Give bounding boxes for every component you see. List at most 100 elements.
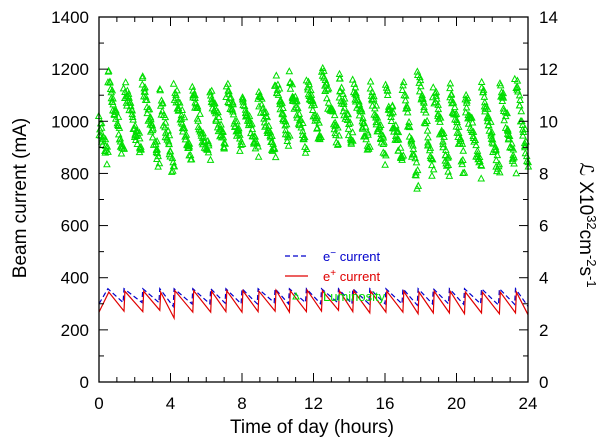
luminosity-point bbox=[428, 171, 436, 179]
luminosity-point bbox=[372, 120, 381, 128]
luminosity-point bbox=[221, 139, 229, 147]
luminosity-point bbox=[388, 101, 397, 109]
luminosity-point bbox=[492, 155, 501, 164]
luminosity-point bbox=[304, 77, 313, 85]
luminosity-point bbox=[382, 151, 390, 159]
x-tick-label: 24 bbox=[519, 394, 538, 413]
luminosity-point bbox=[340, 94, 349, 102]
luminosity-point bbox=[218, 126, 227, 135]
luminosity-point bbox=[298, 118, 307, 127]
luminosity-point bbox=[381, 160, 389, 168]
luminosity-point bbox=[442, 161, 451, 169]
luminosity-point bbox=[170, 162, 179, 170]
luminosity-point bbox=[452, 115, 461, 123]
luminosity-point bbox=[143, 108, 152, 117]
legend-label-e-minus: e− current bbox=[323, 248, 381, 265]
luminosity-point bbox=[231, 121, 240, 129]
luminosity-point bbox=[364, 130, 372, 138]
luminosity-point bbox=[305, 80, 314, 88]
luminosity-point bbox=[229, 107, 237, 115]
luminosity-point bbox=[495, 168, 504, 176]
luminosity-point bbox=[273, 85, 282, 93]
plot-frame bbox=[98, 16, 529, 383]
y-tick-label: 1400 bbox=[51, 8, 89, 27]
luminosity-point bbox=[340, 97, 348, 105]
luminosity-point bbox=[137, 142, 145, 150]
luminosity-point bbox=[104, 147, 112, 155]
luminosity-point bbox=[97, 123, 106, 131]
luminosity-point bbox=[245, 116, 253, 124]
luminosity-point bbox=[215, 125, 224, 133]
x-axis-title: Time of day (hours) bbox=[230, 417, 394, 438]
luminosity-point bbox=[444, 152, 453, 160]
legend-label-luminosity: Luminosity bbox=[323, 289, 386, 304]
luminosity-point bbox=[278, 108, 287, 116]
luminosity-point bbox=[247, 120, 255, 128]
luminosity-point bbox=[500, 116, 509, 124]
luminosity-point bbox=[330, 110, 339, 119]
luminosity-point bbox=[114, 112, 123, 120]
luminosity-point bbox=[508, 139, 516, 147]
luminosity-point bbox=[308, 105, 317, 114]
luminosity-point bbox=[229, 110, 238, 118]
luminosity-point bbox=[174, 97, 182, 105]
luminosity-point bbox=[477, 174, 486, 182]
luminosity-point bbox=[324, 98, 333, 106]
luminosity-point bbox=[445, 171, 454, 179]
luminosity-point bbox=[477, 161, 486, 169]
luminosity-points-layer bbox=[94, 63, 533, 192]
luminosity-point bbox=[352, 91, 361, 99]
luminosity-point bbox=[370, 92, 378, 100]
y-tick-label: 1000 bbox=[51, 112, 89, 131]
luminosity-point bbox=[283, 136, 292, 145]
x-tick-label: 12 bbox=[304, 394, 323, 413]
luminosity-point bbox=[428, 154, 436, 163]
luminosity-point bbox=[212, 106, 221, 114]
luminosity-point bbox=[340, 103, 349, 111]
luminosity-point bbox=[272, 71, 281, 79]
luminosity-point bbox=[331, 128, 339, 137]
luminosity-point bbox=[104, 66, 113, 74]
luminosity-point bbox=[498, 96, 507, 105]
luminosity-point bbox=[436, 113, 444, 121]
luminosity-point bbox=[513, 76, 522, 84]
luminosity-point bbox=[430, 99, 438, 107]
luminosity-point bbox=[180, 124, 189, 132]
luminosity-point bbox=[219, 133, 228, 141]
luminosity-point bbox=[191, 93, 199, 101]
luminosity-point bbox=[204, 141, 213, 149]
luminosity-point bbox=[457, 157, 466, 165]
luminosity-point bbox=[396, 143, 405, 151]
luminosity-point bbox=[293, 113, 302, 121]
luminosity-point bbox=[108, 97, 117, 106]
luminosity-point bbox=[187, 155, 196, 163]
luminosity-point bbox=[440, 132, 448, 140]
luminosity-point bbox=[405, 121, 413, 130]
luminosity-point bbox=[413, 67, 422, 75]
luminosity-point bbox=[301, 148, 310, 156]
luminosity-point bbox=[423, 116, 431, 124]
luminosity-point bbox=[444, 160, 453, 169]
luminosity-point bbox=[207, 86, 216, 94]
luminosity-point bbox=[434, 104, 443, 113]
y2-title-exp3: -1 bbox=[585, 276, 600, 288]
luminosity-point bbox=[271, 81, 280, 89]
luminosity-point bbox=[460, 168, 469, 176]
luminosity-point bbox=[117, 149, 126, 157]
legend-label-e-plus: e+ current bbox=[323, 268, 381, 285]
luminosity-point bbox=[133, 139, 142, 147]
luminosity-point bbox=[447, 89, 456, 98]
luminosity-point bbox=[516, 95, 524, 104]
luminosity-point bbox=[225, 87, 233, 95]
luminosity-point bbox=[484, 111, 492, 119]
luminosity-point bbox=[297, 115, 305, 123]
luminosity-point bbox=[389, 108, 397, 116]
luminosity-point bbox=[506, 142, 515, 150]
luminosity-point bbox=[317, 132, 325, 141]
luminosity-point bbox=[469, 131, 478, 139]
luminosity-point bbox=[504, 135, 513, 143]
luminosity-point bbox=[308, 96, 317, 104]
luminosity-point bbox=[368, 87, 377, 95]
luminosity-point bbox=[328, 106, 336, 114]
luminosity-point bbox=[383, 90, 392, 99]
